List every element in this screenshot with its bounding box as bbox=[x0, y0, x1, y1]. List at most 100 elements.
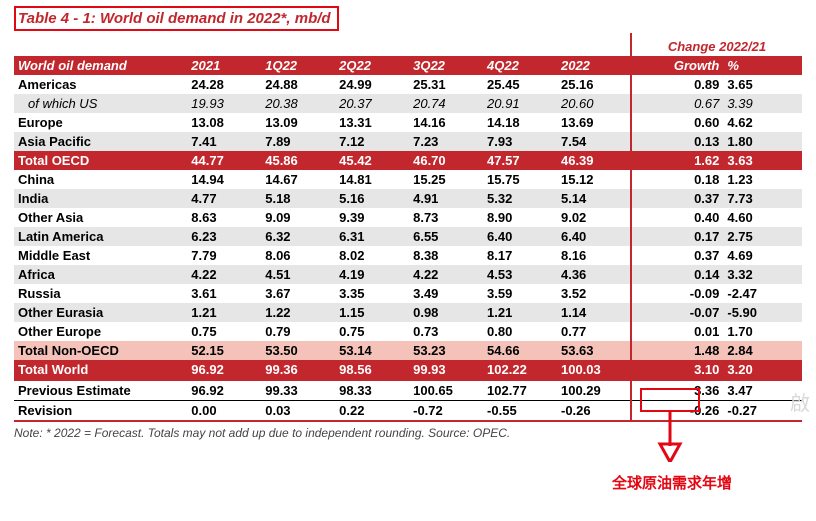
cell: 3.52 bbox=[557, 284, 631, 303]
col-growth: Growth bbox=[631, 56, 723, 75]
cell: 0.80 bbox=[483, 322, 557, 341]
col-2021: 2021 bbox=[187, 56, 261, 75]
cell: 9.39 bbox=[335, 208, 409, 227]
cell: 6.40 bbox=[483, 227, 557, 246]
cell: 0.14 bbox=[631, 265, 723, 284]
cell: 0.98 bbox=[409, 303, 483, 322]
cell: 46.39 bbox=[557, 151, 631, 170]
col-2q22: 2Q22 bbox=[335, 56, 409, 75]
cell: -5.90 bbox=[723, 303, 802, 322]
cell: 0.22 bbox=[335, 401, 409, 422]
cell: 6.55 bbox=[409, 227, 483, 246]
cell: 47.57 bbox=[483, 151, 557, 170]
col-1q22: 1Q22 bbox=[261, 56, 335, 75]
cell: 13.31 bbox=[335, 113, 409, 132]
table-row: of which US19.9320.3820.3720.7420.9120.6… bbox=[14, 94, 802, 113]
table-row: Total OECD44.7745.8645.4246.7047.5746.39… bbox=[14, 151, 802, 170]
cell: 14.94 bbox=[187, 170, 261, 189]
cell: 8.16 bbox=[557, 246, 631, 265]
cell: 100.03 bbox=[557, 360, 631, 380]
cell: 53.14 bbox=[335, 341, 409, 360]
row-label: Revision bbox=[14, 401, 187, 422]
row-label: Total Non-OECD bbox=[14, 341, 187, 360]
spacer bbox=[14, 33, 631, 56]
cell: 99.36 bbox=[261, 360, 335, 380]
table-title: Table 4 - 1: World oil demand in 2022*, … bbox=[14, 6, 339, 31]
row-label: Africa bbox=[14, 265, 187, 284]
cell: 3.39 bbox=[723, 94, 802, 113]
cell: 2.84 bbox=[723, 341, 802, 360]
col-pct: % bbox=[723, 56, 802, 75]
cell: 4.22 bbox=[409, 265, 483, 284]
cell: 3.65 bbox=[723, 75, 802, 94]
cell: -0.09 bbox=[631, 284, 723, 303]
row-label: Asia Pacific bbox=[14, 132, 187, 151]
cell: 7.89 bbox=[261, 132, 335, 151]
cell: 7.12 bbox=[335, 132, 409, 151]
row-label: Total World bbox=[14, 360, 187, 380]
cell: 4.22 bbox=[187, 265, 261, 284]
table-row: Russia3.613.673.353.493.593.52-0.09-2.47 bbox=[14, 284, 802, 303]
cell: 8.17 bbox=[483, 246, 557, 265]
cell: 5.14 bbox=[557, 189, 631, 208]
cell: -0.55 bbox=[483, 401, 557, 422]
cell: 14.16 bbox=[409, 113, 483, 132]
row-label: Other Asia bbox=[14, 208, 187, 227]
cell: 9.09 bbox=[261, 208, 335, 227]
cell: 20.91 bbox=[483, 94, 557, 113]
col-2022: 2022 bbox=[557, 56, 631, 75]
row-label: of which US bbox=[14, 94, 187, 113]
cell: 8.06 bbox=[261, 246, 335, 265]
cell: 0.89 bbox=[631, 75, 723, 94]
annotation-label: 全球原油需求年增 bbox=[612, 472, 732, 493]
cell: 6.31 bbox=[335, 227, 409, 246]
cell: 25.16 bbox=[557, 75, 631, 94]
table-row: Latin America6.236.326.316.556.406.400.1… bbox=[14, 227, 802, 246]
cell: 46.70 bbox=[409, 151, 483, 170]
cell: 4.19 bbox=[335, 265, 409, 284]
cell: 44.77 bbox=[187, 151, 261, 170]
table-row: Previous Estimate96.9299.3398.33100.6510… bbox=[14, 380, 802, 401]
cell: 0.73 bbox=[409, 322, 483, 341]
cell: 98.33 bbox=[335, 380, 409, 401]
cell: 99.93 bbox=[409, 360, 483, 380]
table-row: Africa4.224.514.194.224.534.360.143.32 bbox=[14, 265, 802, 284]
cell: 0.03 bbox=[261, 401, 335, 422]
cell: 24.88 bbox=[261, 75, 335, 94]
cell: 3.61 bbox=[187, 284, 261, 303]
cell: 3.35 bbox=[335, 284, 409, 303]
cell: 4.77 bbox=[187, 189, 261, 208]
cell: 7.54 bbox=[557, 132, 631, 151]
cell: 4.60 bbox=[723, 208, 802, 227]
cell: 1.14 bbox=[557, 303, 631, 322]
cell: 2.75 bbox=[723, 227, 802, 246]
cell: 4.91 bbox=[409, 189, 483, 208]
cell: 8.73 bbox=[409, 208, 483, 227]
cell: 7.23 bbox=[409, 132, 483, 151]
cell: 0.00 bbox=[187, 401, 261, 422]
cell: 1.21 bbox=[187, 303, 261, 322]
cell: 0.18 bbox=[631, 170, 723, 189]
oil-demand-table: Change 2022/21 World oil demand 2021 1Q2… bbox=[14, 33, 802, 422]
cell: 0.60 bbox=[631, 113, 723, 132]
cell: 8.63 bbox=[187, 208, 261, 227]
watermark: 啟 bbox=[790, 387, 810, 416]
row-label: Americas bbox=[14, 75, 187, 94]
col-4q22: 4Q22 bbox=[483, 56, 557, 75]
table-row: Revision0.000.030.22-0.72-0.55-0.26-0.26… bbox=[14, 401, 802, 422]
cell: 3.67 bbox=[261, 284, 335, 303]
cell: 8.02 bbox=[335, 246, 409, 265]
row-label: Previous Estimate bbox=[14, 380, 187, 401]
cell: 15.25 bbox=[409, 170, 483, 189]
cell: 15.12 bbox=[557, 170, 631, 189]
cell: 0.37 bbox=[631, 246, 723, 265]
table-row: Other Asia8.639.099.398.738.909.020.404.… bbox=[14, 208, 802, 227]
cell: 5.32 bbox=[483, 189, 557, 208]
cell: 99.33 bbox=[261, 380, 335, 401]
col-label: World oil demand bbox=[14, 56, 187, 75]
cell: 13.09 bbox=[261, 113, 335, 132]
cell: 4.62 bbox=[723, 113, 802, 132]
cell: 15.75 bbox=[483, 170, 557, 189]
table-row: Other Europe0.750.790.750.730.800.770.01… bbox=[14, 322, 802, 341]
cell: 1.23 bbox=[723, 170, 802, 189]
